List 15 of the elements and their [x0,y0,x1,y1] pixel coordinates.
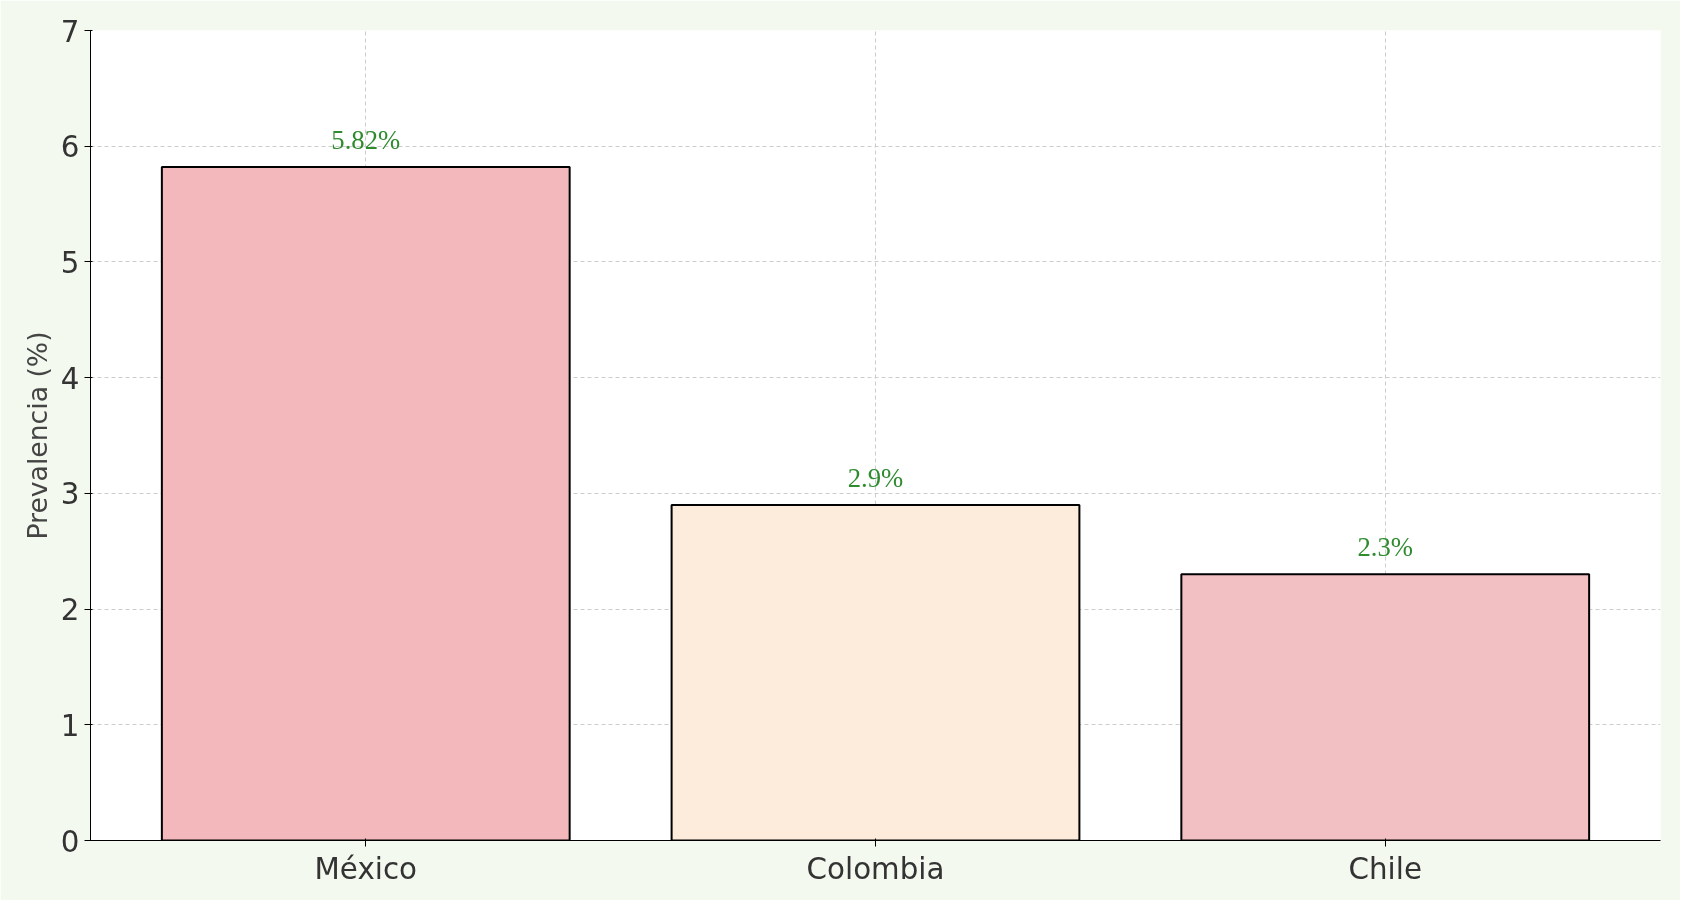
y-tick-label: 4 [60,361,80,396]
y-tick-label: 7 [60,14,80,49]
x-tick-label: Colombia [806,851,945,886]
y-tick-label: 1 [60,708,80,743]
data-label: 2.9% [847,462,904,493]
y-tick-label: 5 [60,245,80,280]
data-label: 2.3% [1357,532,1414,563]
y-axis-title: Prevalencia (%) [21,331,53,540]
y-tick-label: 0 [60,824,80,859]
y-tick-label: 2 [60,593,80,628]
x-tick-label: México [314,851,417,886]
y-tick-label: 3 [60,477,80,512]
y-tick-label: 6 [60,130,80,165]
x-tick-label: Chile [1348,851,1422,886]
data-label: 5.82% [331,125,401,156]
